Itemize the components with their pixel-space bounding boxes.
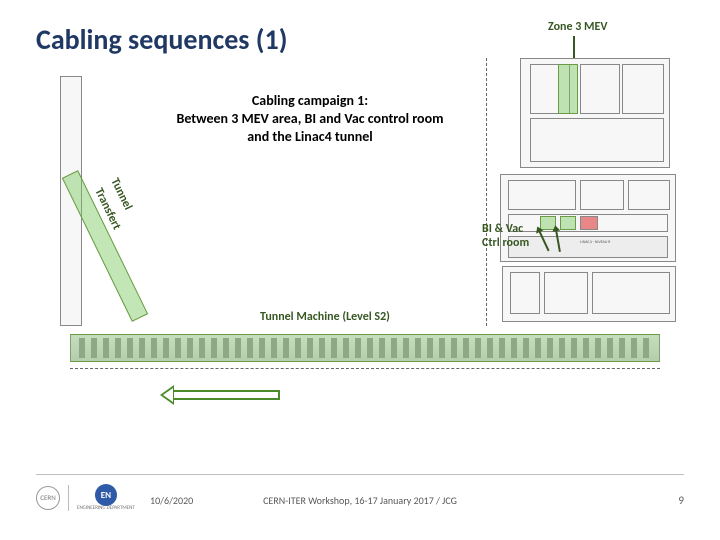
tunnel-machine-highlight (70, 334, 660, 362)
direction-arrow (160, 388, 280, 402)
zone-3mev-arrow (573, 36, 575, 60)
room (592, 272, 670, 314)
room (628, 180, 670, 210)
room (622, 64, 664, 114)
footer-page-number: 9 (678, 494, 684, 507)
bi-vac-line2: Ctrl room (482, 236, 529, 250)
room (508, 180, 576, 210)
footer-divider (36, 474, 684, 475)
dimension-line (70, 368, 660, 369)
plan-text: LINAC4 - NIVEAU R (580, 240, 610, 245)
footer-center-text: CERN-ITER Workshop, 16-17 January 2017 /… (0, 494, 720, 507)
bi-vac-room-b (560, 216, 576, 230)
room (544, 272, 588, 314)
floorplan-diagram: LINAC4 - NIVEAU R (60, 58, 680, 398)
bi-vac-label: BI & Vac Ctrl room (482, 222, 529, 251)
slide-title: Cabling sequences (1) (36, 22, 287, 57)
dimension-vline (486, 58, 487, 326)
zone-3mev-label: Zone 3 MEV (548, 20, 607, 34)
bi-vac-line1: BI & Vac (482, 222, 529, 236)
room (580, 180, 624, 210)
tunnel-machine-label: Tunnel Machine (Level S2) (260, 310, 390, 324)
zone-3mev-highlight (558, 64, 578, 114)
highlight-red (580, 216, 598, 230)
room (580, 64, 620, 114)
room (530, 118, 664, 162)
room (510, 272, 540, 314)
